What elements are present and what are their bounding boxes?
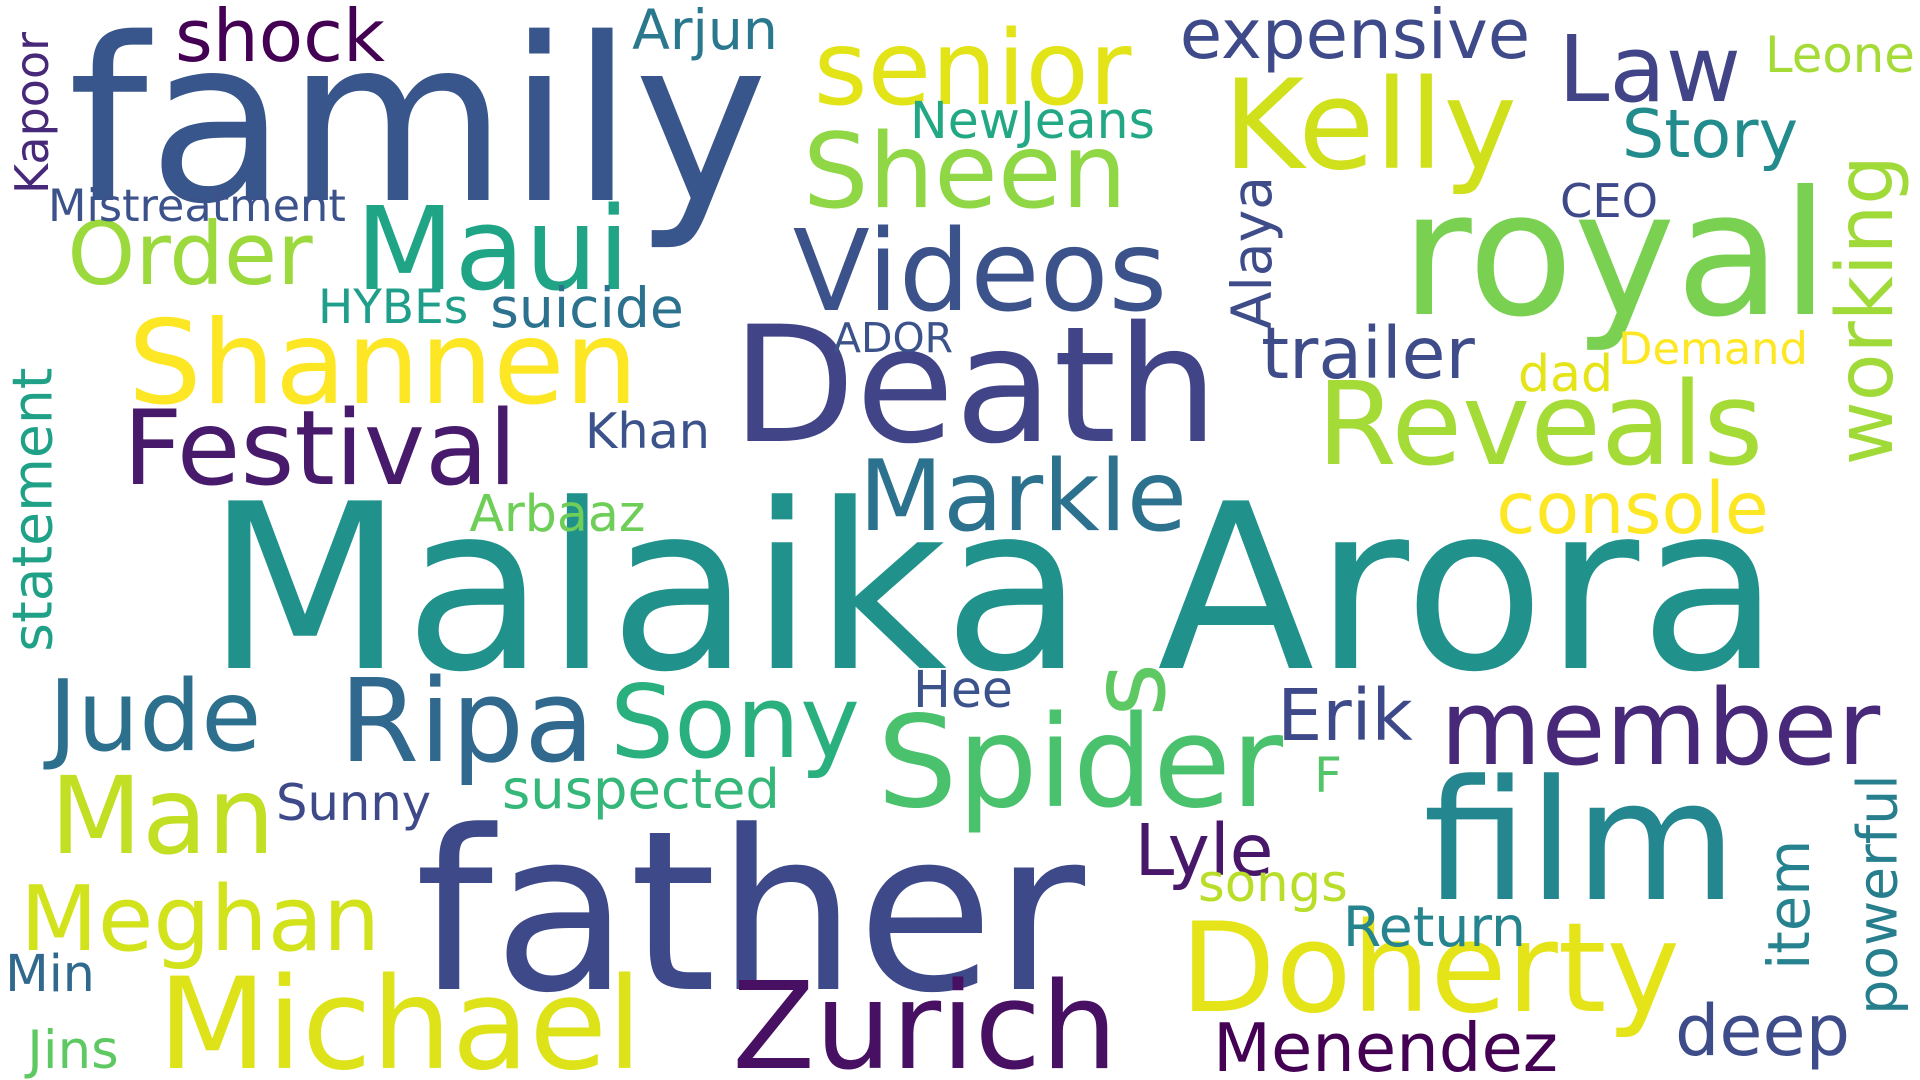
word-console: console [1496,467,1769,551]
word-arjun: Arjun [632,0,778,64]
word-kelly: Kelly [1222,53,1518,198]
word-deep: deep [1675,990,1850,1072]
word-film: film [1423,745,1737,940]
word-videos: Videos [792,204,1168,337]
word-working: working [1819,154,1911,466]
word-f: F [1314,747,1342,804]
word-songs: songs [1198,853,1348,914]
word-ceo: CEO [1560,173,1659,228]
word-markle: Markle [858,439,1187,554]
word-sunny: Sunny [276,774,432,833]
word-festival: Festival [122,389,518,510]
word-member: member [1440,666,1881,789]
word-item: item [1756,840,1824,970]
word-death: Death [731,291,1219,479]
word-jins: Jins [27,1019,119,1080]
word-zurich: Zurich [732,957,1118,1080]
word-ador: ADOR [833,313,954,362]
word-arbaaz: Arbaaz [469,483,646,543]
word-dad: dad [1518,343,1614,403]
word-lyle: Lyle [1134,809,1274,893]
word-order: Order [67,205,313,306]
word-hybes: HYBEs [318,279,469,335]
word-return: Return [1342,896,1527,961]
word-khan: Khan [585,402,711,461]
word-mistreatment: Mistreatment [48,179,346,232]
word-suicide: suicide [490,277,684,342]
word-s: s [1069,663,1190,717]
word-jude: Jude [48,659,262,774]
word-powerful: powerful [1846,774,1911,1016]
word-sheen: Sheen [802,112,1128,233]
word-story: Story [1621,94,1799,173]
word-demand: Demand [1618,321,1808,375]
word-newjeans: NewJeans [910,90,1155,150]
word-michael: Michael [157,950,643,1080]
word-maui: Maui [355,182,630,317]
word-erik: Erik [1277,674,1413,758]
word-meghan: Meghan [20,866,381,972]
word-leone: Leone [1765,26,1915,85]
word-hee: Hee [913,659,1013,719]
word-kapoor: Kapoor [4,31,59,194]
word-senior: senior [813,9,1132,130]
word-spider: Spider [877,688,1283,836]
word-family: family [68,0,768,255]
word-menendez: Menendez [1213,1009,1559,1080]
word-shock: shock [175,0,385,80]
word-malaika-arora: Malaika Arora [205,456,1781,723]
word-shannen: Shannen [128,296,639,431]
word-reveals: Reveals [1316,357,1764,492]
word-law: Law [1558,16,1741,123]
word-sony: Sony [610,662,860,781]
word-min: Min [5,943,95,1003]
word-man: Man [50,755,276,880]
word-expensive: expensive [1179,0,1531,75]
word-suspected: suspected [502,757,780,821]
word-statement: statement [1,367,66,653]
word-royal: royal [1400,153,1830,355]
word-ripa: Ripa [339,654,595,789]
word-alaya: Alaya [1221,175,1286,330]
word-father: father [415,784,1086,1042]
word-trailer: trailer [1261,312,1475,396]
word-doherty: Doherty [1180,896,1680,1041]
